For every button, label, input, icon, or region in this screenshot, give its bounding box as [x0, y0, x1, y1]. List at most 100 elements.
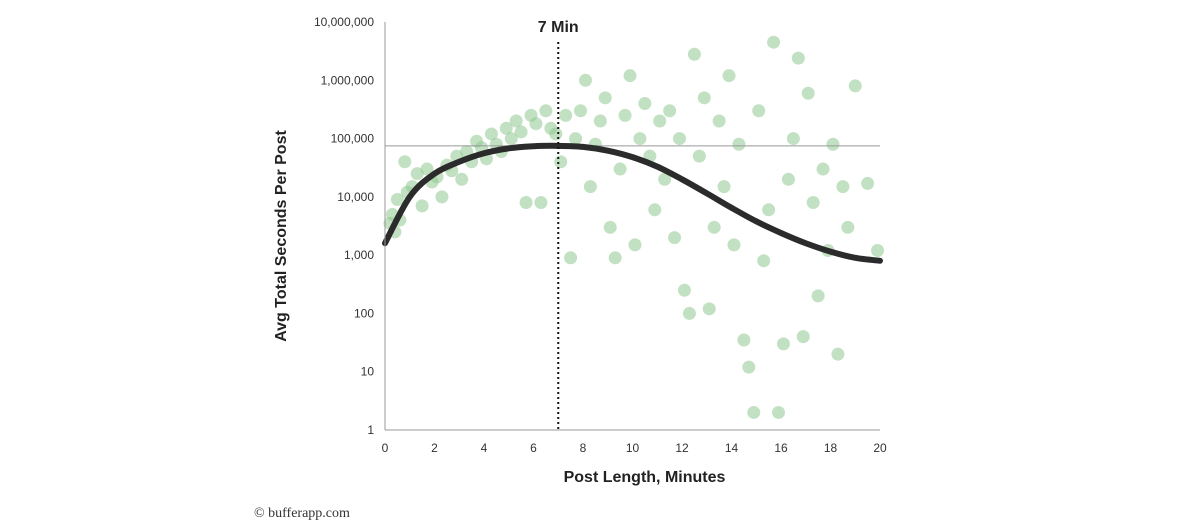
y-axis-title: Avg Total Seconds Per Post	[273, 130, 290, 342]
data-point	[534, 196, 548, 210]
data-point	[613, 162, 627, 176]
data-point	[398, 155, 412, 169]
data-point	[831, 347, 845, 361]
data-point	[598, 91, 612, 105]
data-point	[559, 108, 573, 122]
data-point	[668, 231, 682, 245]
data-point	[578, 73, 592, 87]
data-point	[871, 244, 885, 258]
x-tick-label: 20	[873, 441, 887, 455]
data-point	[801, 86, 815, 100]
y-tick-label: 10	[361, 365, 375, 379]
data-point	[658, 172, 672, 186]
data-point	[811, 289, 825, 303]
data-point	[653, 114, 667, 128]
data-point	[529, 117, 543, 131]
y-tick-label: 1,000	[344, 248, 374, 262]
x-tick-label: 4	[481, 441, 488, 455]
data-point	[776, 337, 790, 351]
data-point	[737, 333, 751, 347]
data-point	[593, 114, 607, 128]
x-tick-label: 8	[580, 441, 587, 455]
x-tick-label: 12	[675, 441, 689, 455]
data-point	[848, 79, 862, 93]
y-tick-label: 10,000,000	[314, 15, 374, 29]
data-point	[772, 405, 786, 419]
data-point	[781, 172, 795, 186]
y-tick-labels: 1 10 100 1,000 10,000 100,000 1,000,000 10,000,…	[314, 15, 374, 437]
x-tick-label: 2	[431, 441, 438, 455]
data-point	[648, 203, 662, 217]
data-point	[692, 149, 706, 163]
data-point	[786, 132, 800, 146]
data-point	[484, 127, 498, 141]
data-point	[841, 220, 855, 234]
data-point	[697, 91, 711, 105]
data-point	[390, 193, 404, 207]
x-tick-label: 0	[382, 441, 389, 455]
data-point	[509, 114, 523, 128]
data-point	[435, 190, 449, 204]
y-tick-label: 1,000,000	[321, 73, 375, 87]
data-point	[826, 137, 840, 151]
y-tick-label: 10,000	[337, 190, 374, 204]
data-point	[752, 104, 766, 118]
data-point	[638, 96, 652, 110]
data-point	[574, 104, 588, 118]
data-point	[583, 180, 597, 194]
data-point	[539, 104, 553, 118]
x-tick-label: 10	[626, 441, 640, 455]
data-point	[564, 251, 578, 265]
data-point	[499, 121, 513, 135]
data-point	[514, 125, 528, 139]
credit-text: © bufferapp.com	[254, 506, 350, 521]
data-point	[702, 302, 716, 316]
data-point	[682, 306, 696, 320]
x-tick-label: 14	[725, 441, 739, 455]
data-point	[608, 251, 622, 265]
data-point	[420, 162, 434, 176]
x-tick-label: 18	[824, 441, 838, 455]
data-point	[757, 254, 771, 268]
x-tick-label: 6	[530, 441, 537, 455]
x-tick-label: 16	[774, 441, 788, 455]
y-tick-label: 1	[367, 423, 374, 437]
x-tick-labels: 0 2 4 6 8 10 12 14 16 18 20	[382, 441, 887, 455]
data-point	[717, 180, 731, 194]
fit-curve	[382, 142, 883, 264]
data-point	[554, 155, 568, 169]
data-point	[569, 132, 583, 146]
data-point	[767, 35, 781, 49]
data-point	[623, 69, 637, 83]
data-point	[806, 196, 820, 210]
data-point	[796, 330, 810, 344]
data-point	[727, 238, 741, 252]
seven-minute-marker-label: 7 Min	[538, 19, 579, 36]
data-point	[633, 132, 647, 146]
data-point	[504, 132, 518, 146]
data-point	[455, 172, 469, 186]
data-point	[618, 108, 632, 122]
data-point	[519, 196, 533, 210]
data-point	[816, 162, 830, 176]
y-tick-label: 100,000	[331, 132, 375, 146]
data-point	[707, 220, 721, 234]
scatter-points	[383, 35, 885, 419]
data-point	[762, 203, 776, 217]
data-point	[742, 360, 756, 374]
data-point	[673, 132, 687, 146]
data-point	[549, 127, 563, 141]
data-point	[712, 114, 726, 128]
data-point	[791, 51, 805, 65]
data-point	[410, 167, 424, 181]
data-point	[415, 199, 429, 213]
data-point	[747, 405, 761, 419]
y-tick-label: 100	[354, 306, 374, 320]
x-axis-title: Post Length, Minutes	[564, 469, 726, 486]
data-point	[687, 47, 701, 61]
data-point	[732, 137, 746, 151]
data-point	[861, 176, 875, 190]
data-point	[722, 69, 736, 83]
data-point	[836, 180, 850, 194]
